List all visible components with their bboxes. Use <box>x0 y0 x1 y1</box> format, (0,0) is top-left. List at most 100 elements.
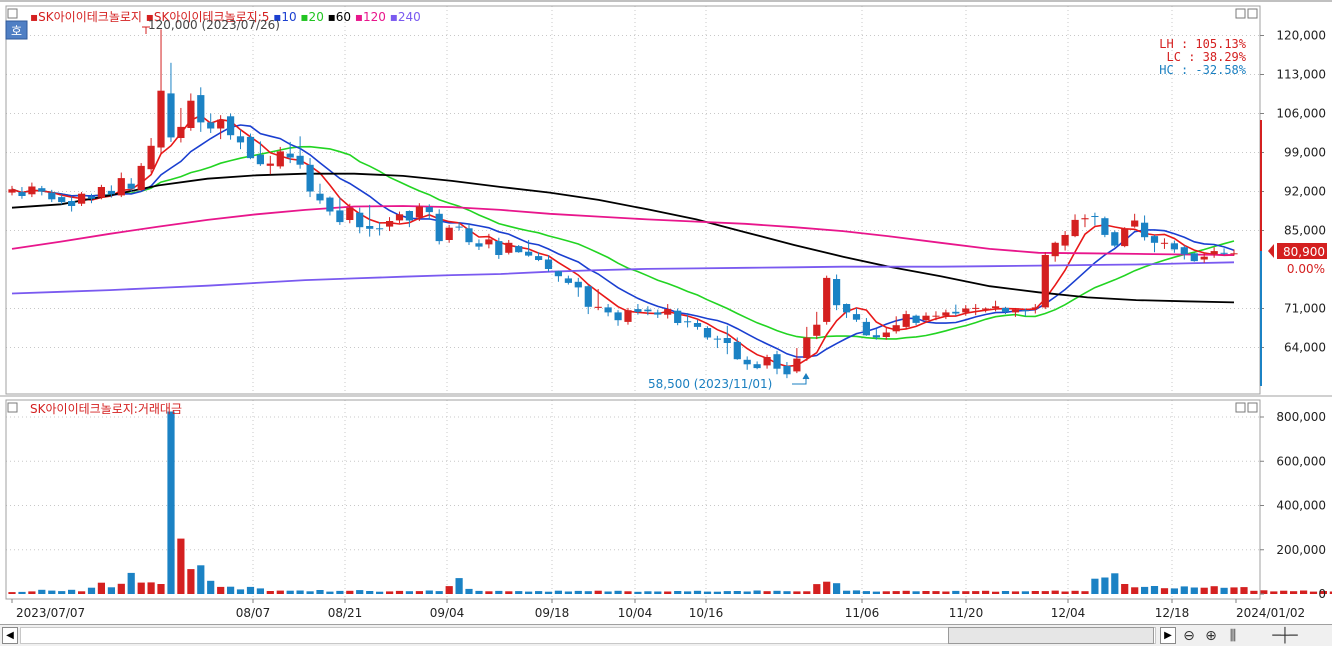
stat-line: LC : 38.29% <box>1167 50 1247 64</box>
volume-bar <box>227 586 235 594</box>
stat-line: HC : -32.58% <box>1159 63 1246 77</box>
high-marker <box>142 26 150 34</box>
candle-down <box>753 364 761 369</box>
low-marker <box>792 373 810 385</box>
price-tick-label: 106,000 <box>1276 107 1326 121</box>
bars-icon[interactable]: ⫼ <box>1229 628 1237 644</box>
candle-up <box>346 207 354 220</box>
volume-tick-label: 800,000 <box>1276 410 1326 424</box>
volume-bar <box>793 591 801 594</box>
candle-up <box>664 309 672 315</box>
stat-line: LH : 105.13% <box>1159 37 1246 51</box>
panel-window-icon[interactable] <box>1247 402 1258 413</box>
ma20-line <box>11 145 1235 340</box>
volume-bar <box>763 591 771 594</box>
candle-down <box>783 365 791 375</box>
candle-down <box>733 341 741 360</box>
volume-bar <box>266 591 274 594</box>
volume-bar <box>803 591 811 594</box>
volume-bar <box>992 591 1000 594</box>
volume-tick-label: 0 <box>1318 587 1326 601</box>
candlestick-series <box>8 29 1238 379</box>
scroll-track[interactable] <box>20 627 1156 644</box>
volume-bar <box>167 411 175 594</box>
candle-down <box>495 241 503 255</box>
volume-bar <box>922 591 930 594</box>
candle-down <box>723 338 731 343</box>
volume-bar <box>1230 587 1238 594</box>
volume-bar <box>684 591 692 594</box>
zoom-in-icon[interactable]: ⊕ <box>1205 628 1217 644</box>
candle-up <box>8 189 16 193</box>
quote-mode-button[interactable]: 호 <box>5 20 28 40</box>
volume-legend: SK아이이테크놀로지:거래대금 <box>30 402 182 416</box>
chart-scrollbar[interactable]: ◀ ▶ ⊖ ⊕ ⫼ ─┼─ <box>0 624 1332 646</box>
volume-bar <box>326 591 334 594</box>
price-legend: ▪SK아이이테크놀로지 ▪SK아이이테크놀로지:5 ▪10 ▪20 ▪60 ▪1… <box>30 10 421 24</box>
panel-buttons[interactable] <box>7 8 1258 413</box>
candle-down <box>286 153 294 158</box>
date-tick-label: 2023/07/07 <box>16 606 85 620</box>
volume-bar <box>1270 591 1278 594</box>
volume-bar <box>1021 591 1029 594</box>
legend-item: ▪SK아이이테크놀로지:5 <box>142 10 269 24</box>
panel-window-icon[interactable] <box>1235 402 1246 413</box>
volume-bar <box>336 590 344 594</box>
volume-bar <box>614 590 622 594</box>
ma240-line <box>11 261 1235 295</box>
volume-bar <box>356 590 364 594</box>
volume-bar <box>346 590 354 594</box>
panel-window-icon[interactable] <box>1247 8 1258 19</box>
candle-down <box>366 226 374 229</box>
candle-up <box>1200 256 1208 260</box>
zoom-slider[interactable]: ─┼─ <box>1272 628 1298 644</box>
volume-bar <box>107 587 115 594</box>
legend-item: ▪SK아이이테크놀로지 <box>30 10 142 24</box>
candle-up <box>266 163 274 166</box>
gridlines <box>6 6 1260 599</box>
candle-down <box>515 246 523 253</box>
volume-bar <box>515 591 523 594</box>
volume-bar <box>256 588 264 594</box>
scroll-thumb[interactable] <box>948 627 1154 644</box>
candle-down <box>644 309 652 312</box>
volume-bar <box>246 586 255 594</box>
volume-bar <box>882 591 890 594</box>
candle-up <box>415 206 423 218</box>
panel-window-icon[interactable] <box>1235 8 1246 19</box>
volume-bar <box>276 590 284 594</box>
candle-down <box>584 286 592 307</box>
price-tick-label: 85,000 <box>1284 224 1326 238</box>
candle-up <box>823 277 831 322</box>
panel-window-icon[interactable] <box>7 8 18 19</box>
candle-down <box>256 154 264 165</box>
volume-bar <box>177 538 185 594</box>
scroll-right-icon[interactable]: ▶ <box>1160 627 1176 644</box>
panel-window-icon[interactable] <box>7 402 18 413</box>
volume-bar <box>38 589 46 594</box>
volume-bar <box>743 591 751 594</box>
date-tick-label: 2024/01/02 <box>1236 606 1305 620</box>
volume-bar <box>1051 590 1059 594</box>
candle-up <box>28 186 36 195</box>
scroll-left-icon[interactable]: ◀ <box>2 627 18 644</box>
zoom-out-icon[interactable]: ⊖ <box>1183 628 1195 644</box>
volume-bar <box>723 591 731 594</box>
candle-down <box>38 188 46 192</box>
volume-bar <box>376 591 384 594</box>
volume-bar <box>753 590 761 594</box>
volume-panel-frame <box>5 399 1261 600</box>
stock-chart[interactable]: 120,000 113,000 106,000 99,000 92,000 85,000 7… <box>0 0 1332 624</box>
volume-bar <box>445 586 453 594</box>
candle-down <box>425 207 433 213</box>
volume-bar <box>1150 586 1159 594</box>
candle-up <box>386 221 394 227</box>
candle-up <box>395 214 404 221</box>
candle-down <box>535 256 543 260</box>
volume-bar <box>654 591 662 594</box>
candle-down <box>326 197 334 212</box>
current-price-label: 80,900 <box>1283 245 1325 259</box>
volume-bar <box>415 591 423 594</box>
volume-bar <box>316 590 324 594</box>
date-tick-label: 08/21 <box>328 606 363 620</box>
